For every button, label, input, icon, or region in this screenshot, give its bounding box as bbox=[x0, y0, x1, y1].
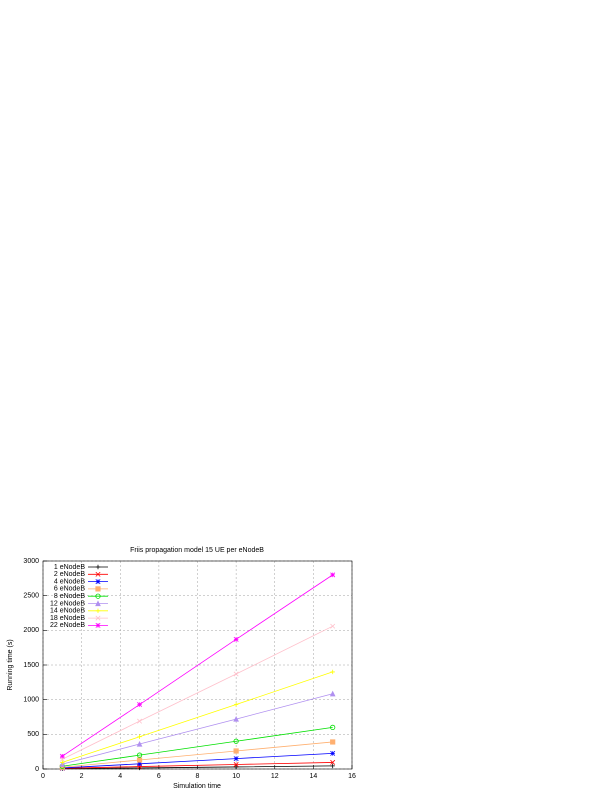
marker bbox=[136, 740, 143, 747]
legend-label: 22 eNodeB bbox=[50, 622, 85, 629]
marker bbox=[233, 764, 239, 770]
legend-label: 12 eNodeB bbox=[50, 600, 85, 607]
marker bbox=[330, 763, 335, 769]
legend-marker bbox=[95, 622, 101, 628]
marker bbox=[136, 757, 143, 763]
x-tick-label: 8 bbox=[196, 773, 200, 780]
marker bbox=[330, 724, 336, 731]
legend-label: 4 eNodeB bbox=[54, 578, 85, 585]
y-tick-label: 1500 bbox=[23, 662, 39, 669]
legend-marker bbox=[95, 593, 101, 599]
series-line bbox=[62, 765, 333, 770]
legend-label: 14 eNodeB bbox=[50, 608, 85, 615]
series-line bbox=[62, 574, 333, 757]
marker bbox=[330, 739, 336, 745]
y-tick-label: 1000 bbox=[23, 697, 39, 704]
marker bbox=[329, 690, 336, 697]
y-tick-label: 2500 bbox=[23, 593, 39, 600]
marker bbox=[233, 715, 239, 722]
marker bbox=[233, 671, 239, 677]
x-tick-label: 0 bbox=[41, 773, 45, 780]
x-tick-label: 10 bbox=[232, 773, 240, 780]
marker bbox=[330, 572, 336, 578]
legend-label: 1 eNodeB bbox=[54, 564, 85, 571]
legend-marker bbox=[95, 571, 101, 577]
marker bbox=[137, 734, 142, 739]
marker bbox=[137, 718, 143, 724]
marker bbox=[136, 752, 143, 758]
legend-label: 8 eNodeB bbox=[54, 593, 85, 600]
legend-label: 6 eNodeB bbox=[54, 586, 85, 593]
marker bbox=[137, 761, 143, 767]
legend-marker bbox=[95, 600, 101, 607]
marker bbox=[60, 760, 65, 765]
marker bbox=[330, 759, 336, 765]
series-line bbox=[62, 727, 333, 767]
y-axis-label: Running time (s) bbox=[7, 639, 14, 690]
y-tick-label: 500 bbox=[27, 731, 39, 738]
plot-frame bbox=[42, 560, 353, 770]
marker bbox=[233, 702, 239, 707]
marker bbox=[137, 702, 143, 708]
marker bbox=[330, 750, 336, 756]
series-line bbox=[62, 671, 333, 763]
series-line bbox=[62, 762, 333, 769]
legend-label: 2 eNodeB bbox=[54, 571, 85, 578]
x-tick-label: 14 bbox=[309, 773, 317, 780]
marker bbox=[330, 623, 336, 629]
series-line bbox=[62, 753, 333, 769]
marker bbox=[233, 636, 239, 642]
series-line bbox=[62, 625, 333, 760]
y-tick-label: 2000 bbox=[23, 627, 39, 634]
marker bbox=[233, 748, 239, 754]
marker bbox=[233, 738, 239, 744]
marker bbox=[233, 762, 239, 767]
marker bbox=[233, 756, 239, 762]
x-tick-label: 12 bbox=[271, 773, 279, 780]
x-tick-label: 16 bbox=[348, 773, 356, 780]
x-tick-label: 4 bbox=[118, 773, 122, 780]
legend-marker bbox=[95, 564, 101, 570]
legend-marker bbox=[95, 579, 101, 585]
marker bbox=[59, 753, 65, 759]
legend-marker bbox=[95, 608, 101, 613]
x-tick-label: 2 bbox=[80, 773, 84, 780]
chart-title: Friis propagation model 15 UE per eNodeB bbox=[130, 547, 264, 554]
x-axis-label: Simulation time bbox=[173, 783, 221, 790]
x-tick-label: 6 bbox=[157, 773, 161, 780]
legend-marker bbox=[95, 615, 101, 621]
legend-label: 18 eNodeB bbox=[50, 615, 85, 622]
y-tick-label: 3000 bbox=[23, 558, 39, 565]
series-line bbox=[62, 741, 333, 768]
series-line bbox=[62, 693, 333, 765]
marker bbox=[330, 669, 335, 675]
legend-marker bbox=[95, 586, 101, 592]
y-tick-label: 0 bbox=[35, 766, 39, 773]
